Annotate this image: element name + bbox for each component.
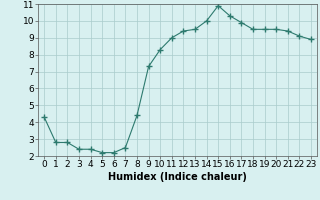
X-axis label: Humidex (Indice chaleur): Humidex (Indice chaleur): [108, 172, 247, 182]
